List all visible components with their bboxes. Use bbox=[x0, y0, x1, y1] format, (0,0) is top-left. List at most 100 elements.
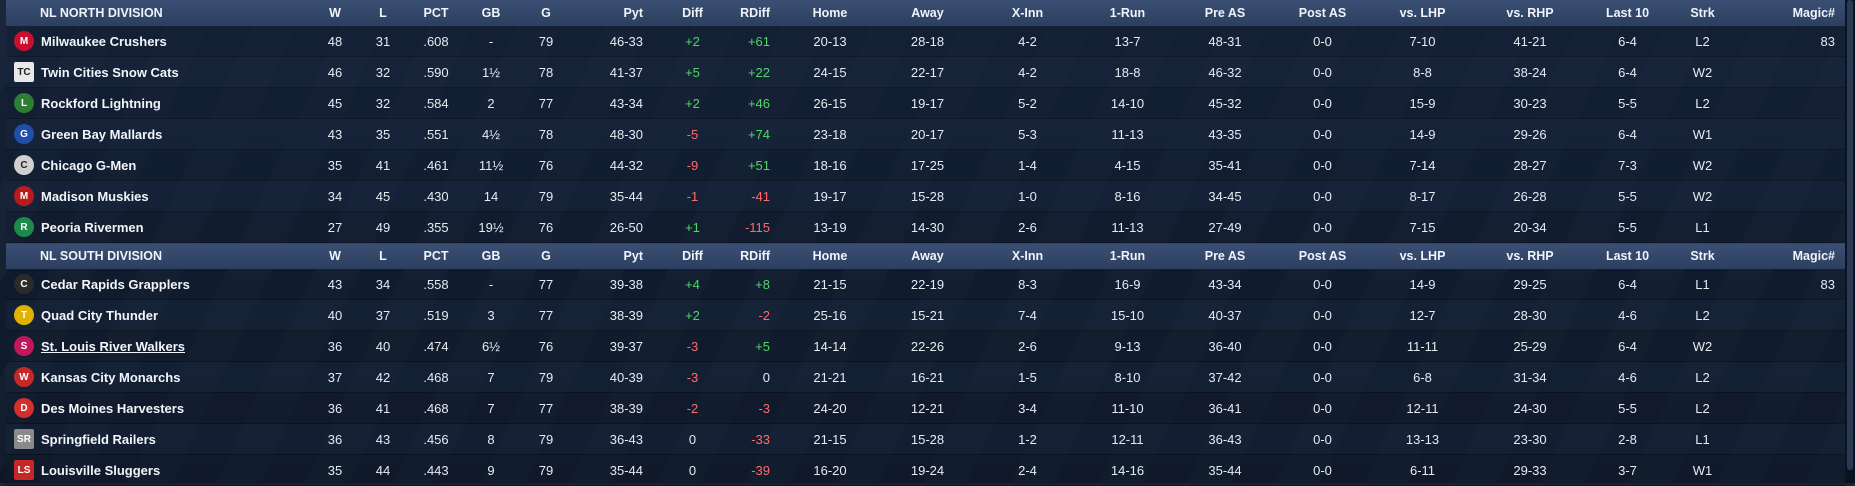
cell-vslhp: 15-9 bbox=[1370, 87, 1475, 119]
column-header-w[interactable]: W bbox=[311, 0, 359, 26]
column-header-magic[interactable]: Magic# bbox=[1735, 242, 1845, 269]
column-header-diff[interactable]: Diff bbox=[665, 0, 720, 26]
team-row[interactable]: TC Twin Cities Snow Cats 46 32.590 1½ 78 41-37… bbox=[6, 56, 1845, 88]
vertical-scrollbar[interactable] bbox=[1845, 0, 1855, 483]
team-cell[interactable]: C Cedar Rapids Grapplers bbox=[6, 269, 311, 300]
cell-gb: 7 bbox=[465, 392, 517, 424]
team-cell[interactable]: L Rockford Lightning bbox=[6, 87, 311, 119]
column-header-onerun[interactable]: 1-Run bbox=[1080, 242, 1175, 269]
column-header-pct[interactable]: PCT bbox=[407, 0, 465, 26]
team-name-link[interactable]: Rockford Lightning bbox=[41, 95, 161, 111]
team-name-link[interactable]: Springfield Railers bbox=[41, 431, 156, 447]
column-header-l[interactable]: L bbox=[359, 242, 407, 269]
team-logo-icon: G bbox=[14, 124, 34, 144]
team-name-link[interactable]: Madison Muskies bbox=[41, 188, 149, 204]
cell-away: 12-21 bbox=[880, 392, 975, 424]
team-cell[interactable]: W Kansas City Monarchs bbox=[6, 361, 311, 393]
column-header-away[interactable]: Away bbox=[880, 0, 975, 26]
column-header-home[interactable]: Home bbox=[780, 0, 880, 26]
column-header-diff[interactable]: Diff bbox=[665, 242, 720, 269]
team-name-link[interactable]: Green Bay Mallards bbox=[41, 126, 163, 142]
cell-onerun: 16-9 bbox=[1080, 269, 1175, 300]
column-header-g[interactable]: G bbox=[517, 0, 575, 26]
column-header-strk[interactable]: Strk bbox=[1670, 242, 1735, 269]
cell-last10: 4-6 bbox=[1585, 361, 1670, 393]
column-header-pct[interactable]: PCT bbox=[407, 242, 465, 269]
column-header-vsrhp[interactable]: vs. RHP bbox=[1475, 0, 1585, 26]
team-name-link[interactable]: Twin Cities Snow Cats bbox=[41, 64, 179, 80]
team-row[interactable]: T Quad City Thunder 40 37.519 3 77 38-39 +2 -2 25… bbox=[6, 299, 1845, 331]
cell-vslhp: 8-8 bbox=[1370, 56, 1475, 88]
team-name-link[interactable]: Quad City Thunder bbox=[41, 307, 158, 323]
team-row[interactable]: W Kansas City Monarchs 37 42.468 7 79 40-39 -3 0… bbox=[6, 361, 1845, 393]
team-row[interactable]: C Cedar Rapids Grapplers 43 34.558-77 39-38 +… bbox=[6, 269, 1845, 300]
scrollbar-thumb[interactable] bbox=[1847, 0, 1853, 470]
column-header-gb[interactable]: GB bbox=[465, 242, 517, 269]
column-header-xinn[interactable]: X-Inn bbox=[975, 0, 1080, 26]
team-name-link[interactable]: Chicago G-Men bbox=[41, 157, 137, 173]
column-header-strk[interactable]: Strk bbox=[1670, 0, 1735, 26]
column-header-gb[interactable]: GB bbox=[465, 0, 517, 26]
team-name-link[interactable]: Kansas City Monarchs bbox=[41, 369, 181, 385]
team-cell[interactable]: D Des Moines Harvesters bbox=[6, 392, 311, 424]
team-row[interactable]: S St. Louis River Walkers 36 40.474 6½ 76 39-3… bbox=[6, 330, 1845, 362]
column-header-onerun[interactable]: 1-Run bbox=[1080, 0, 1175, 26]
column-header-magic[interactable]: Magic# bbox=[1735, 0, 1845, 26]
team-cell[interactable]: R Peoria Rivermen bbox=[6, 211, 311, 243]
column-header-l[interactable]: L bbox=[359, 0, 407, 26]
cell-strk: L2 bbox=[1670, 299, 1735, 331]
team-name-link[interactable]: St. Louis River Walkers bbox=[41, 338, 186, 354]
team-name-link[interactable]: Peoria Rivermen bbox=[41, 219, 144, 235]
team-row[interactable]: D Des Moines Harvesters 36 41.468 7 77 38-39 -2… bbox=[6, 392, 1845, 424]
column-header-preas[interactable]: Pre AS bbox=[1175, 242, 1275, 269]
team-name-link[interactable]: Cedar Rapids Grapplers bbox=[41, 276, 190, 292]
team-cell[interactable]: T Quad City Thunder bbox=[6, 299, 311, 331]
cell-home: 19-17 bbox=[780, 180, 880, 212]
column-header-rdiff[interactable]: RDiff bbox=[720, 0, 780, 26]
team-row[interactable]: G Green Bay Mallards 43 35.551 4½ 78 48-30 -5 +7… bbox=[6, 118, 1845, 150]
team-cell[interactable]: G Green Bay Mallards bbox=[6, 118, 311, 150]
team-cell[interactable]: TC Twin Cities Snow Cats bbox=[6, 56, 311, 88]
column-header-preas[interactable]: Pre AS bbox=[1175, 0, 1275, 26]
team-row[interactable]: C Chicago G-Men 35 41.461 11½ 76 44-32 -9 +51 18-… bbox=[6, 149, 1845, 181]
column-header-postas[interactable]: Post AS bbox=[1275, 0, 1370, 26]
cell-pct: .551 bbox=[407, 118, 465, 150]
cell-vslhp: 11-11 bbox=[1370, 330, 1475, 362]
team-row[interactable]: SR Springfield Railers 36 43.456 8 79 36-43 0 -3… bbox=[6, 423, 1845, 455]
column-header-away[interactable]: Away bbox=[880, 242, 975, 269]
team-name-link[interactable]: Louisville Sluggers bbox=[41, 462, 161, 478]
cell-vsrhp: 31-34 bbox=[1475, 361, 1585, 393]
cell-last10: 6-4 bbox=[1585, 26, 1670, 57]
team-row[interactable]: R Peoria Rivermen 27 49.355 19½ 76 26-50 +1 -115… bbox=[6, 211, 1845, 243]
team-row[interactable]: L Rockford Lightning 45 32.584 2 77 43-34 +2 +46… bbox=[6, 87, 1845, 119]
team-name-link[interactable]: Milwaukee Crushers bbox=[41, 33, 167, 49]
column-header-xinn[interactable]: X-Inn bbox=[975, 242, 1080, 269]
team-cell[interactable]: SR Springfield Railers bbox=[6, 423, 311, 455]
column-header-vsrhp[interactable]: vs. RHP bbox=[1475, 242, 1585, 269]
cell-strk: W2 bbox=[1670, 180, 1735, 212]
team-cell[interactable]: M Milwaukee Crushers bbox=[6, 26, 311, 57]
cell-vsrhp: 29-33 bbox=[1475, 454, 1585, 486]
column-header-w[interactable]: W bbox=[311, 242, 359, 269]
column-header-g[interactable]: G bbox=[517, 242, 575, 269]
cell-away: 22-26 bbox=[880, 330, 975, 362]
column-header-postas[interactable]: Post AS bbox=[1275, 242, 1370, 269]
column-header-vslhp[interactable]: vs. LHP bbox=[1370, 0, 1475, 26]
column-header-vslhp[interactable]: vs. LHP bbox=[1370, 242, 1475, 269]
team-row[interactable]: M Milwaukee Crushers 48 31.608-79 46-33 +2 +61… bbox=[6, 26, 1845, 57]
column-header-pyt[interactable]: Pyt bbox=[575, 242, 665, 269]
cell-g: 77 bbox=[517, 299, 575, 331]
team-cell[interactable]: S St. Louis River Walkers bbox=[6, 330, 311, 362]
column-header-pyt[interactable]: Pyt bbox=[575, 0, 665, 26]
column-header-last10[interactable]: Last 10 bbox=[1585, 242, 1670, 269]
team-row[interactable]: LS Louisville Sluggers 35 44.443 9 79 35-44 0 -3… bbox=[6, 454, 1845, 486]
column-header-rdiff[interactable]: RDiff bbox=[720, 242, 780, 269]
cell-diff: 0 bbox=[665, 454, 720, 486]
team-cell[interactable]: LS Louisville Sluggers bbox=[6, 454, 311, 486]
team-row[interactable]: M Madison Muskies 34 45.430 14 79 35-44 -1 -41 19… bbox=[6, 180, 1845, 212]
column-header-last10[interactable]: Last 10 bbox=[1585, 0, 1670, 26]
team-name-link[interactable]: Des Moines Harvesters bbox=[41, 400, 185, 416]
column-header-home[interactable]: Home bbox=[780, 242, 880, 269]
team-cell[interactable]: M Madison Muskies bbox=[6, 180, 311, 212]
team-cell[interactable]: C Chicago G-Men bbox=[6, 149, 311, 181]
